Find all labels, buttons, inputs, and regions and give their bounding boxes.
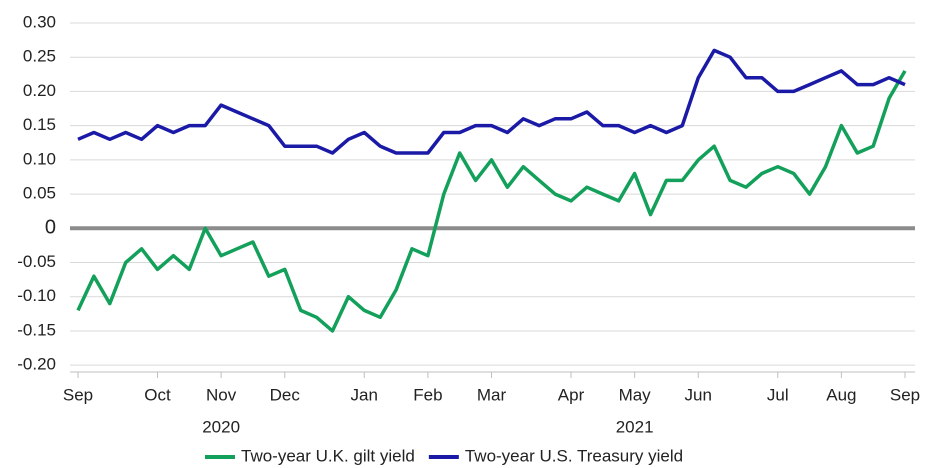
x-tick-label: Oct [144, 385, 171, 404]
y-tick-label: 0.10 [23, 149, 56, 168]
y-tick-label: -0.15 [17, 320, 56, 339]
year-label: 2021 [616, 417, 654, 436]
x-tick-label: Aug [826, 385, 856, 404]
y-tick-label: -0.05 [17, 252, 56, 271]
x-tick-label: Jun [685, 385, 712, 404]
x-tick-label: Jul [767, 385, 789, 404]
y-tick-label: 0.05 [23, 184, 56, 203]
y-tick-label: 0.20 [23, 81, 56, 100]
y-tick-label: 0.15 [23, 115, 56, 134]
x-tick-label: Mar [477, 385, 507, 404]
x-tick-label: Dec [270, 385, 301, 404]
y-tick-label: -0.20 [17, 355, 56, 374]
x-tick-label: Sep [63, 385, 93, 404]
line-series [77, 48, 906, 155]
x-tick-label: Sep [890, 385, 920, 404]
legend-label: Two-year U.K. gilt yield [241, 446, 415, 465]
x-tick-label: Apr [558, 385, 585, 404]
legend-label: Two-year U.S. Treasury yield [465, 446, 683, 465]
year-label: 2020 [202, 417, 240, 436]
y-tick-label: 0.25 [23, 47, 56, 66]
x-tick-label: Nov [206, 385, 237, 404]
x-tick-label: Feb [413, 385, 442, 404]
x-tick-label: May [619, 385, 652, 404]
line-series [76, 70, 907, 333]
y-tick-label: 0 [45, 217, 56, 239]
y-tick-label: 0.30 [23, 12, 56, 31]
x-tick-label: Jan [351, 385, 378, 404]
y-tick-label: -0.10 [17, 286, 56, 305]
